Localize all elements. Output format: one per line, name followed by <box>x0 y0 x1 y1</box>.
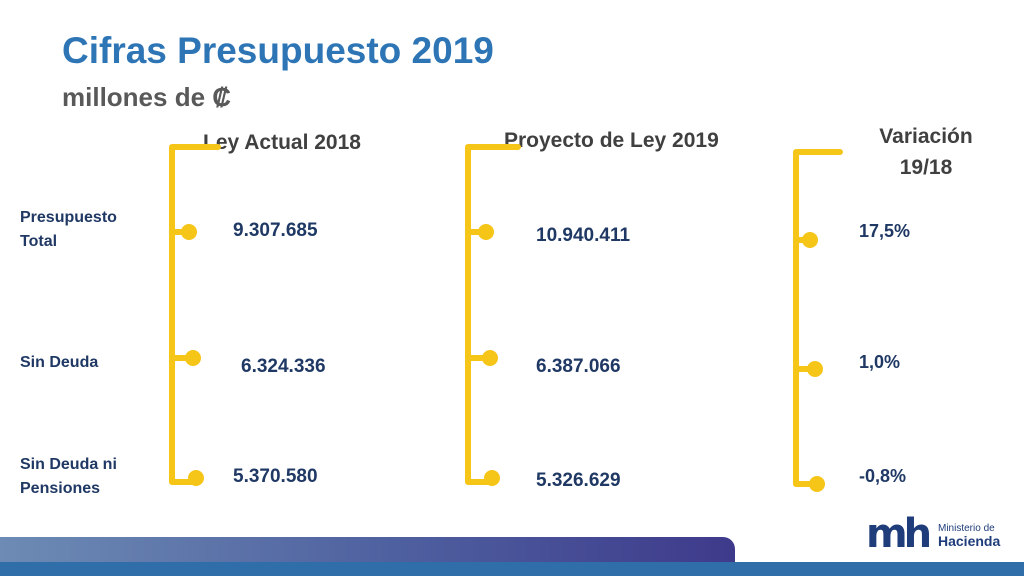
bullet-icon <box>185 350 201 366</box>
bracket-variacion <box>793 149 843 487</box>
row-label-line1: Presupuesto <box>20 209 117 226</box>
variacion-header-line1: Variación <box>879 125 973 148</box>
column-header-proyecto-2019: Proyecto de Ley 2019 <box>504 129 719 152</box>
row-label-line2: Total <box>20 233 58 250</box>
value-variacion-sin-deuda: 1,0% <box>859 352 901 372</box>
bullet-icon <box>809 476 825 492</box>
footer-gradient-bar <box>0 537 735 562</box>
bracket-ley-2018 <box>169 144 221 485</box>
bullet-icon <box>484 470 500 486</box>
bullet-icon <box>807 361 823 377</box>
value-proyecto-2019-sin-deuda: 6.387.066 <box>536 356 621 377</box>
value-proyecto-2019-sin-deuda-pensiones: 5.326.629 <box>536 470 621 491</box>
slide-title: Cifras Presupuesto 2019 <box>62 30 494 71</box>
footer-line <box>0 562 1024 576</box>
row-label-presupuesto-total: Presupuesto Total <box>20 206 117 254</box>
logo-text: Ministerio de Hacienda <box>938 522 1000 548</box>
variacion-header-line2: 19/18 <box>899 156 953 179</box>
bullet-icon <box>188 470 204 486</box>
row-label-line1: Sin Deuda <box>20 354 99 371</box>
bullet-icon <box>181 224 197 240</box>
row-label-line2: Pensiones <box>20 480 101 497</box>
bracket-proyecto-2019 <box>465 144 521 485</box>
column-header-variacion: Variación 19/18 <box>846 121 1006 183</box>
slide-subtitle: millones de ₡ <box>62 82 232 112</box>
value-ley-2018-sin-deuda-pensiones: 5.370.580 <box>233 466 318 487</box>
logo-line2: Hacienda <box>938 533 1001 549</box>
value-ley-2018-sin-deuda: 6.324.336 <box>241 356 326 377</box>
value-proyecto-2019-total: 10.940.411 <box>536 225 631 246</box>
row-label-line1: Sin Deuda ni <box>20 456 117 473</box>
logo-line1: Ministerio de <box>938 523 995 534</box>
value-variacion-sin-deuda-pensiones: -0,8% <box>859 466 907 486</box>
column-header-ley-2018: Ley Actual 2018 <box>203 131 361 154</box>
bullet-icon <box>482 350 498 366</box>
value-ley-2018-total: 9.307.685 <box>233 220 318 241</box>
ministerio-hacienda-logo: mh Ministerio de Hacienda <box>866 511 1001 557</box>
logo-mark: mh <box>866 511 932 557</box>
bullet-icon <box>478 224 494 240</box>
bullet-icon <box>802 232 818 248</box>
value-variacion-total: 17,5% <box>859 221 911 241</box>
row-label-sin-deuda: Sin Deuda <box>20 351 98 375</box>
row-label-sin-deuda-ni-pensiones: Sin Deuda ni Pensiones <box>20 453 117 501</box>
